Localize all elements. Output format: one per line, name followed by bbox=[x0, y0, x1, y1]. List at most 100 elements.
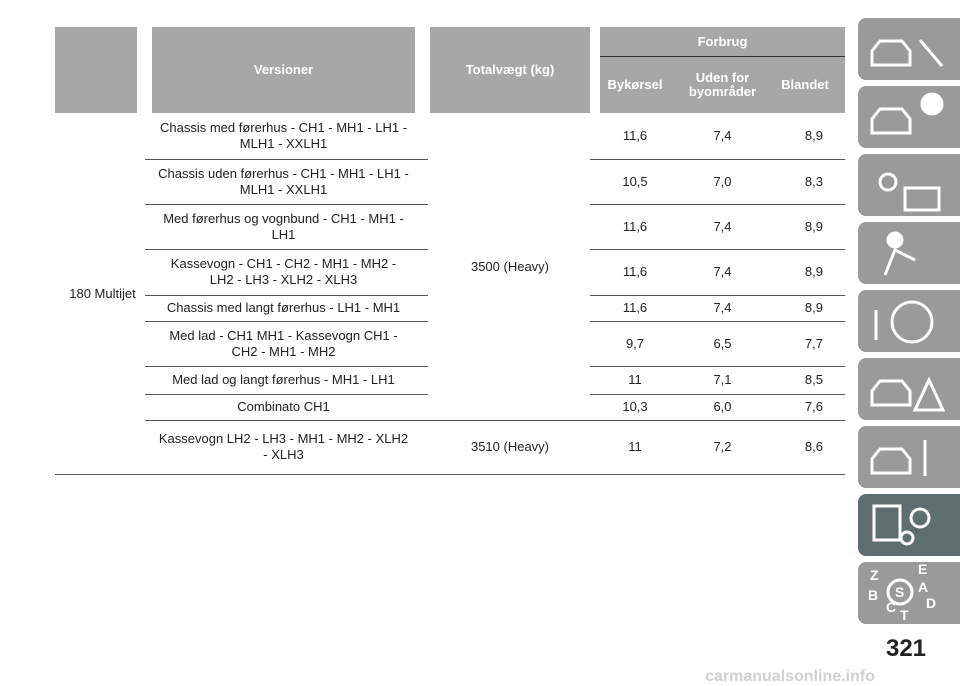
consumption: 8,3 bbox=[804, 173, 823, 189]
consumption: 7,4 bbox=[713, 300, 732, 315]
consumption: 8,5 bbox=[804, 372, 823, 387]
row-rule bbox=[145, 321, 428, 322]
tile[interactable] bbox=[858, 290, 960, 352]
header-uden_for: Uden for byområder bbox=[688, 70, 757, 99]
consumption: 11 bbox=[628, 372, 642, 387]
icon-seat bbox=[883, 247, 916, 276]
header-rule bbox=[600, 56, 845, 57]
letter: Z bbox=[870, 567, 879, 583]
icon-light bbox=[878, 172, 898, 192]
icon-envelope bbox=[903, 186, 941, 212]
consumption: 7,4 bbox=[713, 128, 732, 143]
consumption: 7,7 bbox=[804, 335, 823, 351]
version: Med lad og langt førerhus - MH1 - LH1 bbox=[172, 372, 395, 387]
consumption: 8,9 bbox=[804, 264, 823, 279]
icon-gear bbox=[899, 530, 915, 546]
page-number: 321 bbox=[886, 635, 926, 662]
icon-car bbox=[870, 447, 912, 475]
table-bottom bbox=[55, 474, 845, 475]
version: Combinato CH1 bbox=[237, 399, 330, 414]
row-rule bbox=[590, 204, 845, 205]
watermark: carmanualsonline.info bbox=[705, 668, 875, 685]
consumption: 7,4 bbox=[713, 218, 732, 234]
header-bg bbox=[55, 27, 137, 113]
row-rule bbox=[590, 249, 845, 250]
row-rule bbox=[145, 159, 428, 160]
weight: 3500 (Heavy) bbox=[470, 258, 550, 274]
icon-gear bbox=[909, 507, 931, 529]
consumption: 11 bbox=[628, 439, 642, 454]
model: 180 Multijet bbox=[69, 285, 136, 301]
tile[interactable] bbox=[858, 222, 960, 284]
row-rule bbox=[145, 204, 428, 205]
header-weight: Totalvægt (kg) bbox=[465, 62, 555, 77]
version: Kassevogn LH2 - LH3 - MH1 - MH2 - XLH2 -… bbox=[158, 431, 409, 462]
icon-wrench bbox=[918, 39, 944, 67]
consumption: 11,6 bbox=[622, 264, 648, 279]
consumption: 10,5 bbox=[622, 173, 648, 189]
row-rule bbox=[590, 394, 845, 395]
row-rule bbox=[590, 366, 845, 367]
letter: T bbox=[900, 607, 909, 623]
icon-search bbox=[886, 578, 914, 606]
header-bykorsel: Bykørsel bbox=[607, 77, 663, 92]
consumption: 8,9 bbox=[804, 218, 823, 234]
consumption: 6,5 bbox=[713, 335, 732, 351]
weight: 3510 (Heavy) bbox=[470, 439, 550, 454]
consumption: 7,2 bbox=[713, 439, 732, 454]
icon-document bbox=[872, 504, 902, 542]
header-versioner: Versioner bbox=[253, 62, 314, 77]
header-forbrug: Forbrug bbox=[697, 33, 748, 49]
row-rule bbox=[145, 295, 428, 296]
letter: E bbox=[918, 561, 927, 577]
version: Med førerhus og vognbund - CH1 - MH1 - L… bbox=[163, 210, 404, 242]
icon-info bbox=[920, 92, 944, 116]
header-bg bbox=[430, 27, 590, 113]
row-rule bbox=[590, 159, 845, 160]
consumption: 7,6 bbox=[804, 399, 823, 414]
consumption: 8,9 bbox=[804, 128, 823, 143]
icon-car bbox=[870, 39, 912, 67]
icon-car bbox=[870, 379, 912, 407]
version: Med lad - CH1 MH1 - Kassevogn CH1 - CH2 … bbox=[169, 327, 398, 359]
consumption: 11,6 bbox=[622, 128, 648, 143]
consumption: 11,6 bbox=[622, 218, 648, 234]
row-rule bbox=[590, 295, 845, 296]
consumption: 9,7 bbox=[625, 335, 645, 351]
version: Kassevogn - CH1 - CH2 - MH1 - MH2 - LH2 … bbox=[170, 256, 397, 287]
icon-person bbox=[886, 231, 904, 249]
consumption: 7,4 bbox=[713, 264, 732, 279]
tile[interactable] bbox=[858, 562, 960, 624]
consumption: 6,0 bbox=[713, 399, 732, 414]
letter: A bbox=[918, 579, 928, 595]
version: Chassis uden førerhus - CH1 - MH1 - LH1 … bbox=[158, 165, 409, 197]
consumption: 7,0 bbox=[713, 173, 732, 189]
header-blandet: Blandet bbox=[781, 77, 829, 92]
letter: D bbox=[926, 595, 936, 611]
row-rule bbox=[145, 420, 845, 421]
tile[interactable] bbox=[858, 154, 960, 216]
header-bg bbox=[600, 27, 845, 113]
letter: B bbox=[868, 587, 878, 603]
consumption: 7,1 bbox=[713, 372, 732, 387]
letter: S bbox=[895, 584, 904, 600]
consumption: 8,9 bbox=[804, 300, 823, 315]
row-rule bbox=[145, 366, 428, 367]
row-rule bbox=[590, 321, 845, 322]
row-rule bbox=[145, 249, 428, 250]
header-bg bbox=[152, 27, 415, 113]
icon-wheel bbox=[890, 300, 934, 344]
consumption: 11,6 bbox=[622, 300, 648, 315]
row-rule bbox=[145, 394, 428, 395]
version: Chassis med langt førerhus - LH1 - MH1 bbox=[166, 300, 401, 315]
tile-letters: Z E S A B C T D bbox=[868, 561, 936, 623]
version: Chassis med førerhus - CH1 - MH1 - LH1 -… bbox=[159, 120, 408, 151]
icon-warning bbox=[912, 376, 946, 412]
spec-table: Versioner Totalvægt (kg) Forbrug Bykørsel Ud… bbox=[55, 27, 845, 475]
icon-car bbox=[870, 107, 912, 135]
tile-icons bbox=[870, 39, 946, 606]
consumption: 8,6 bbox=[804, 439, 823, 454]
consumption: 10,3 bbox=[622, 399, 648, 414]
